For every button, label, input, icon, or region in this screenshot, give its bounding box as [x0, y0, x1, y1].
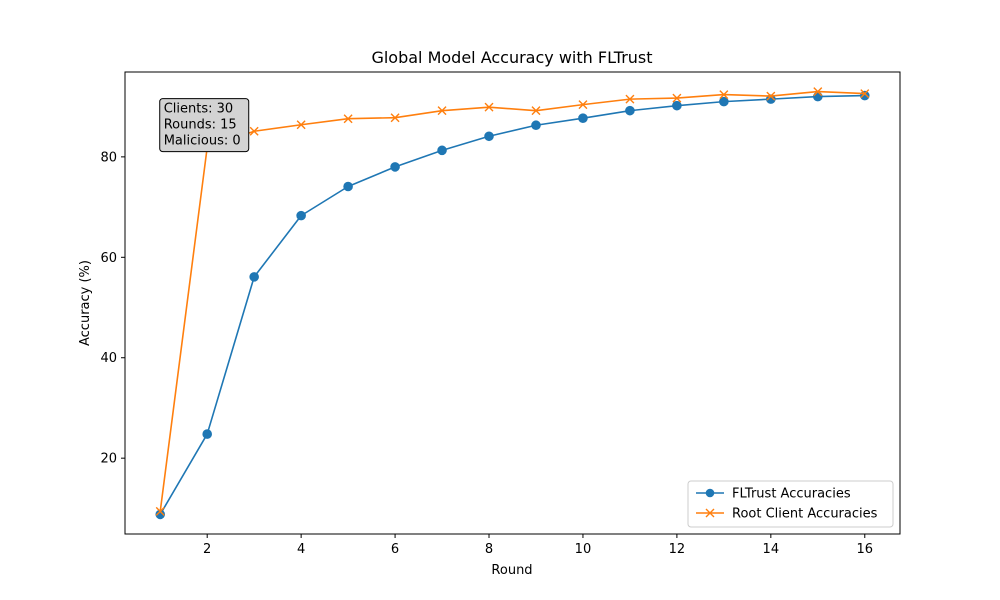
series-root-client [155, 87, 870, 516]
x-axis-label: Round [491, 563, 532, 578]
data-point [859, 90, 870, 101]
legend-label: FLTrust Accuracies [732, 487, 851, 502]
legend-label: Root Client Accuracies [732, 507, 878, 522]
data-point [672, 93, 682, 103]
data-point [578, 100, 588, 110]
series-line [159, 94, 865, 515]
data-point [531, 120, 541, 131]
series-layer [155, 87, 870, 520]
y-tick-label: 80 [100, 150, 117, 165]
y-tick-label: 40 [100, 351, 117, 366]
data-point [719, 90, 729, 100]
data-point [202, 429, 212, 439]
data-point [155, 506, 165, 516]
plot-area [124, 71, 901, 535]
chart-title: Global Model Accuracy with FLTrust [371, 48, 652, 67]
x-tick-label: 16 [856, 542, 873, 557]
data-point [390, 113, 400, 123]
x-tick-label: 14 [763, 542, 780, 557]
data-point [437, 106, 447, 116]
data-point [672, 100, 682, 111]
legend-marker [705, 488, 715, 498]
x-tick-label: 10 [575, 542, 592, 557]
legend-marker [705, 508, 715, 518]
y-axis: 20 40 60 80 [100, 150, 125, 467]
data-point [343, 181, 353, 192]
data-point [484, 102, 494, 112]
data-point [484, 131, 494, 142]
data-point [343, 114, 353, 124]
data-point [578, 113, 588, 123]
data-point [296, 210, 306, 221]
data-point [249, 272, 259, 282]
x-tick-label: 2 [203, 542, 211, 557]
x-axis: 2 4 6 8 10 12 14 16 [203, 534, 873, 557]
data-point [390, 162, 400, 172]
y-axis-label: Accuracy (%) [78, 260, 93, 346]
legend-frame [687, 480, 894, 528]
data-point [813, 91, 823, 102]
data-point [531, 106, 541, 116]
x-tick-label: 12 [669, 542, 686, 557]
data-point [625, 94, 635, 104]
annotation-background [159, 98, 250, 153]
series-fltrust [155, 90, 870, 520]
legend: FLTrust Accuracies Root Client Accuracies [687, 480, 894, 528]
data-point [813, 87, 823, 97]
data-point [296, 120, 306, 130]
data-point [625, 105, 635, 116]
x-tick-label: 4 [297, 542, 305, 557]
y-tick-label: 20 [100, 452, 117, 467]
annotation-line: Clients: 30 [164, 102, 233, 117]
data-point [437, 145, 447, 156]
x-tick-label: 6 [391, 542, 399, 557]
series-line [159, 90, 865, 512]
annotation-line: Rounds: 15 [164, 118, 237, 133]
data-point [860, 89, 870, 99]
data-point [766, 94, 776, 104]
data-point [719, 96, 729, 107]
annotation-line: Malicious: 0 [164, 134, 241, 149]
legend-item: Root Client Accuracies [696, 507, 878, 522]
data-point [249, 126, 259, 136]
legend-item: FLTrust Accuracies [696, 487, 851, 502]
data-point [766, 91, 776, 101]
x-tick-label: 8 [485, 542, 493, 557]
y-tick-label: 60 [100, 251, 117, 266]
